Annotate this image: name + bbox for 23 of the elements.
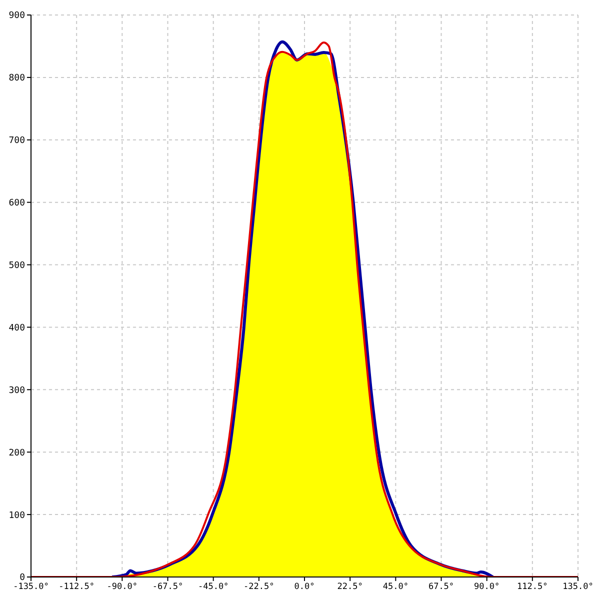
y-tick-label: 100 bbox=[8, 510, 25, 521]
y-tick-label: 800 bbox=[8, 74, 25, 84]
y-tick-label: 600 bbox=[8, 198, 25, 209]
y-tick-label: 200 bbox=[8, 448, 25, 458]
x-tick-label: 67.5° bbox=[428, 582, 454, 592]
y-tick-label: 400 bbox=[8, 323, 25, 334]
x-tick-label: -22.5° bbox=[244, 582, 274, 592]
x-tick-label: -112.5° bbox=[58, 582, 94, 592]
y-tick-label: 900 bbox=[8, 11, 25, 22]
x-tick-label: -135.0° bbox=[13, 582, 49, 592]
x-tick-label: -45.0° bbox=[198, 582, 229, 592]
x-tick-label: 135.0° bbox=[562, 582, 594, 592]
x-tick-label: -67.5° bbox=[152, 582, 184, 592]
y-tick-label: 0 bbox=[20, 573, 25, 584]
y-tick-label: 300 bbox=[8, 386, 25, 396]
x-tick-label: 22.5° bbox=[337, 582, 363, 592]
x-tick-label: 0.0° bbox=[294, 582, 315, 592]
x-tick-label: 45.0° bbox=[382, 582, 408, 592]
x-tick-label: 90.0° bbox=[474, 582, 500, 592]
y-tick-label: 700 bbox=[8, 136, 25, 146]
x-tick-label: 112.5° bbox=[517, 582, 548, 592]
x-tick-label: -90.0° bbox=[106, 582, 138, 592]
y-tick-label: 500 bbox=[8, 260, 25, 271]
